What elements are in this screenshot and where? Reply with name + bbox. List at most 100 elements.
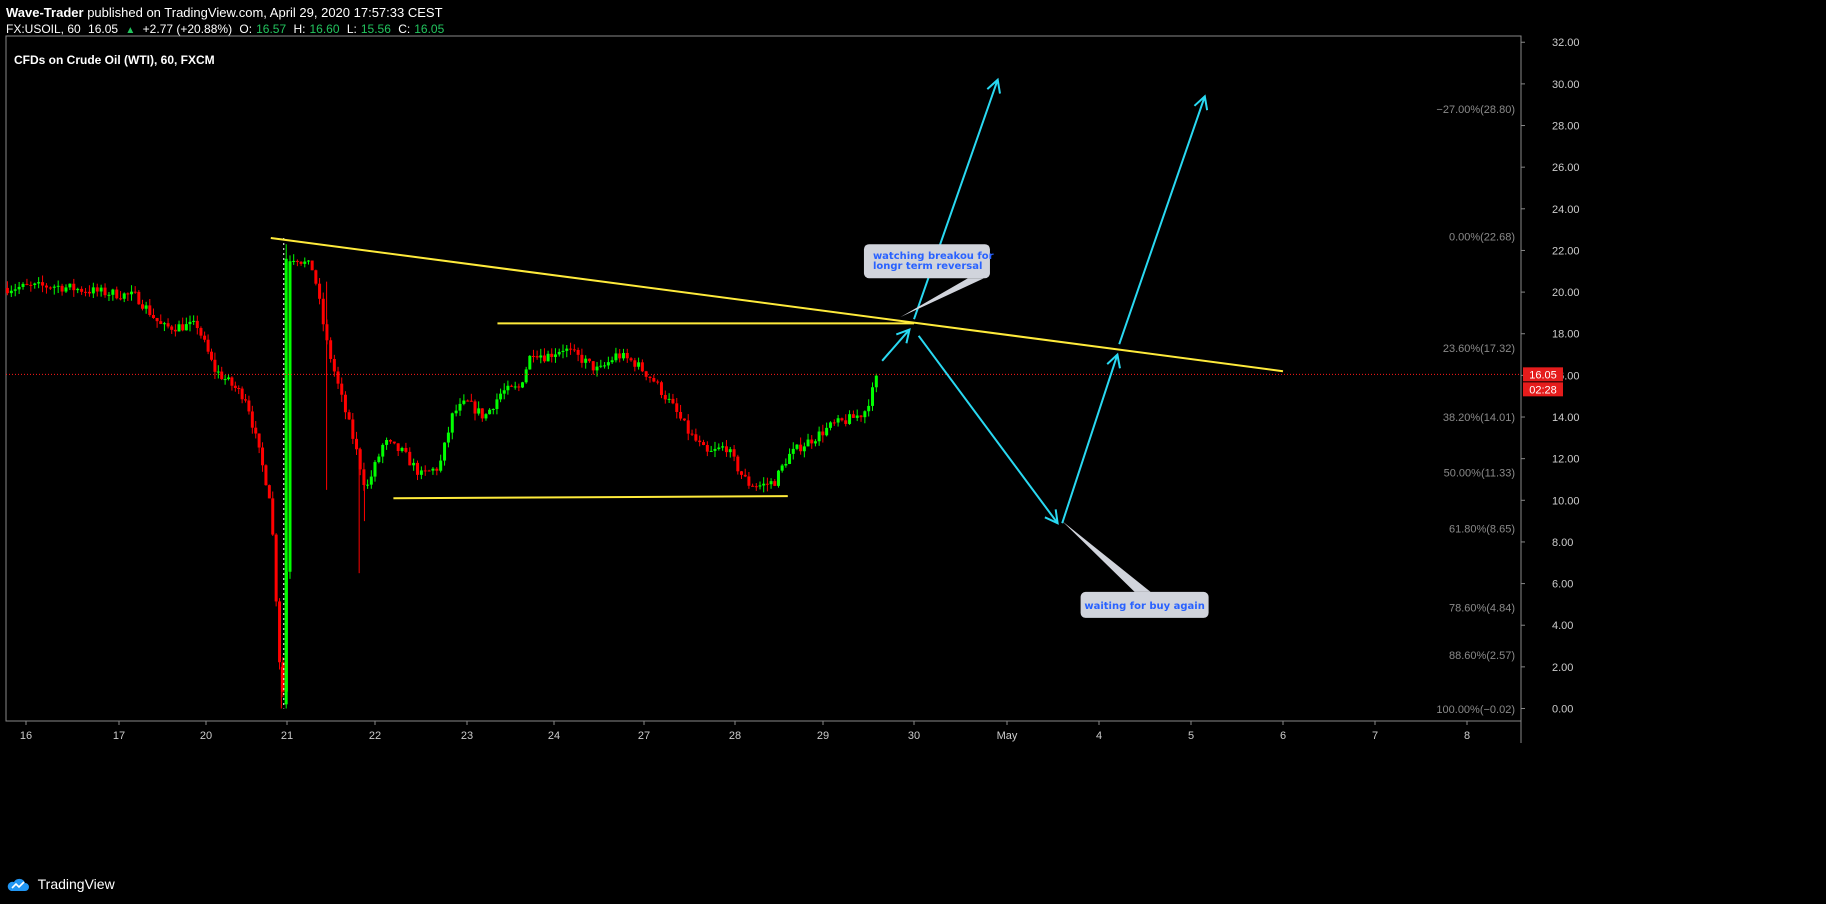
candle <box>295 260 299 262</box>
candle <box>584 358 588 363</box>
x-tick-label: 5 <box>1188 730 1194 742</box>
y-tick-label: 10.00 <box>1552 495 1580 507</box>
candle <box>443 442 447 461</box>
candle <box>267 485 271 499</box>
resistance-trendline[interactable] <box>270 236 1284 373</box>
candle <box>724 446 728 453</box>
lower-horizontal-line[interactable] <box>393 495 788 500</box>
candle <box>122 293 126 299</box>
projection-arrow[interactable] <box>917 335 1059 524</box>
candle <box>648 376 652 379</box>
candle <box>446 432 450 443</box>
low-label: L: <box>346 22 357 36</box>
price-chart[interactable]: 0.002.004.006.008.0010.0012.0014.0016.00… <box>0 0 1826 868</box>
symbol[interactable]: FX:USOIL, 60 <box>6 22 81 36</box>
candle <box>412 462 416 466</box>
author[interactable]: Wave-Trader <box>6 5 84 20</box>
candle <box>48 287 52 289</box>
candle <box>271 498 275 535</box>
y-tick-label: 26.00 <box>1552 162 1580 174</box>
candle <box>454 410 458 414</box>
candle <box>637 362 641 367</box>
candle <box>836 418 840 423</box>
candle <box>705 445 709 452</box>
x-tick-label: 4 <box>1096 730 1102 742</box>
candle <box>795 444 799 449</box>
candle <box>675 403 679 412</box>
candle <box>166 323 170 327</box>
candle <box>332 358 336 372</box>
fib-level-label: 0.00%(22.68) <box>1449 231 1515 243</box>
candle <box>396 443 400 451</box>
candle <box>373 462 377 477</box>
candle <box>502 390 506 394</box>
countdown-label: 02:28 <box>1529 384 1557 396</box>
chart-title: CFDs on Crude Oil (WTI), 60, FXCM <box>14 53 215 67</box>
candle <box>506 385 510 391</box>
candle <box>5 287 9 294</box>
projection-arrow[interactable] <box>1118 96 1206 345</box>
candle <box>656 381 660 383</box>
candle <box>702 442 706 446</box>
candle <box>799 444 803 452</box>
projection-arrow[interactable] <box>881 328 911 362</box>
candle <box>181 324 185 331</box>
projection-arrow[interactable] <box>1061 354 1119 524</box>
candle <box>499 393 503 400</box>
candle <box>595 366 599 371</box>
candle <box>56 285 60 287</box>
fib-level-label: 78.60%(4.84) <box>1449 603 1515 615</box>
candle <box>791 448 795 454</box>
candle <box>41 282 45 286</box>
callout-box[interactable] <box>1080 591 1209 618</box>
candle <box>671 398 675 404</box>
candle <box>310 260 314 271</box>
candle <box>762 483 766 486</box>
candle <box>340 383 344 395</box>
high-value: 16.60 <box>309 22 340 36</box>
candle <box>103 287 107 296</box>
x-tick-label: 28 <box>729 730 741 742</box>
candle <box>458 403 462 411</box>
close-value: 16.05 <box>414 22 445 36</box>
candle <box>709 450 713 452</box>
candle <box>199 328 203 336</box>
candle <box>855 415 859 418</box>
callout-box[interactable] <box>863 244 990 279</box>
candle <box>694 434 698 441</box>
candle <box>68 283 72 288</box>
candle <box>517 386 521 388</box>
candle <box>343 394 347 413</box>
candle <box>690 433 694 435</box>
candle <box>802 446 806 452</box>
candle <box>203 335 207 340</box>
publish-line: Wave-Trader published on TradingView.com… <box>6 5 443 20</box>
candle <box>728 449 732 453</box>
fib-level-label: 38.20%(14.01) <box>1443 412 1515 424</box>
fib-level-label: 50.00%(11.33) <box>1444 468 1515 480</box>
candle <box>539 355 543 358</box>
candle <box>44 285 48 288</box>
candle <box>351 419 355 439</box>
price-label: 16.05 <box>1529 369 1557 381</box>
candle <box>610 360 614 363</box>
candle <box>431 468 435 471</box>
tradingview-logo[interactable]: TradingView <box>6 876 115 892</box>
candle <box>220 371 224 380</box>
open-label: O: <box>239 22 253 36</box>
candle <box>388 440 392 442</box>
x-tick-label: 21 <box>281 730 293 742</box>
candle <box>652 378 656 382</box>
candle <box>427 470 431 472</box>
candle <box>130 291 134 295</box>
cloud-icon <box>7 879 30 892</box>
candle <box>133 291 137 293</box>
candle <box>404 447 408 452</box>
candle <box>557 351 561 355</box>
candle <box>408 451 412 466</box>
candle <box>521 382 525 388</box>
projection-arrow[interactable] <box>913 79 999 320</box>
candle <box>580 354 584 363</box>
x-tick-label: 27 <box>638 730 650 742</box>
candle <box>806 439 810 447</box>
